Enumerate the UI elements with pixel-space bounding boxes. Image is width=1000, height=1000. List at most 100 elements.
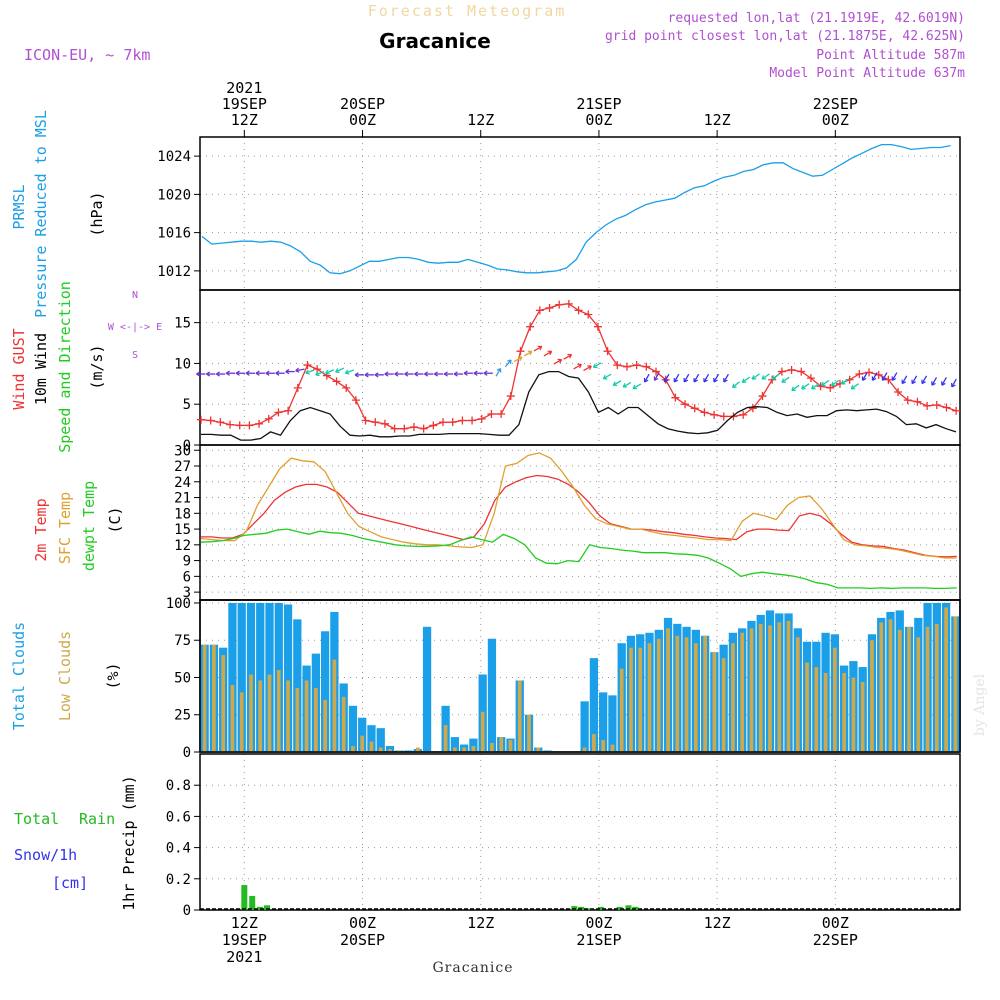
wind-barb [196, 371, 206, 377]
wind-barb [215, 371, 226, 377]
wind-barb [911, 375, 918, 385]
barb-head [483, 370, 488, 376]
low-cloud-bar [675, 635, 680, 752]
top-time-label: 00Z [822, 111, 849, 129]
top-time-label: 00Z [349, 111, 376, 129]
bottom-time-label: 00Z [349, 914, 376, 932]
wind-barb [901, 375, 908, 385]
wind-barb [235, 370, 246, 376]
total-cloud-bar [422, 626, 432, 752]
barb-head [751, 375, 757, 380]
low-cloud-bar [323, 699, 327, 752]
low-cloud-bar [814, 667, 819, 752]
gust-label: Wind GUST [10, 328, 28, 409]
barb-head [602, 374, 608, 380]
y-tick-label: 100 [166, 596, 191, 612]
barb-head [265, 370, 270, 376]
footer-location: Gracanice [432, 960, 513, 976]
wind-barb [931, 377, 938, 386]
total-clouds-label: Total Clouds [10, 622, 28, 730]
barb-head [703, 377, 708, 383]
barb-shaft [335, 367, 345, 373]
wind-barb [891, 372, 898, 381]
barb-shaft [644, 373, 650, 383]
y-tick-label: 1020 [157, 187, 191, 203]
wind-barb [295, 367, 305, 373]
low-cloud-bar [749, 628, 754, 752]
barb-head [285, 368, 290, 375]
low-cloud-bar [647, 643, 652, 752]
barb-head [871, 376, 877, 381]
barb-head [931, 381, 936, 386]
barb-shaft [653, 372, 660, 381]
gust-marker [748, 404, 757, 413]
gust-marker [593, 322, 602, 331]
top-time-label: 00Z [585, 111, 612, 129]
wind-barb [592, 362, 602, 369]
low-cloud-bar [897, 629, 902, 752]
gust-marker [777, 367, 786, 376]
top-time-label: 20SEP [340, 95, 385, 113]
barb-shaft [345, 369, 355, 374]
pressure-line [201, 143, 951, 275]
barb-head [404, 371, 409, 377]
low-cloud-bar [916, 637, 921, 752]
low-cloud-bar [582, 747, 587, 752]
wind-barb [941, 377, 947, 386]
barb-head [547, 350, 553, 356]
barb-head [830, 381, 836, 387]
gust-marker [390, 424, 399, 433]
pressure-frame [199, 136, 961, 291]
barb-shaft [315, 371, 325, 376]
gust-marker [622, 362, 631, 371]
y-tick-label: 0.6 [166, 809, 191, 825]
barb-head [881, 376, 887, 381]
total-cloud-bar [283, 604, 293, 752]
gust-marker [739, 410, 748, 419]
wind-barb [921, 375, 928, 385]
gust-marker [439, 418, 448, 427]
wind-barb [563, 353, 573, 360]
low-cloud-bar [721, 658, 726, 752]
barb-shaft [811, 383, 820, 390]
panels: 1012101610201024051015369121518212427300… [157, 136, 961, 919]
wind-barb [713, 373, 720, 383]
wind-barb [820, 379, 830, 387]
gust-marker [942, 403, 951, 412]
barb-head [741, 378, 747, 383]
gust-marker [952, 406, 961, 415]
barb-head [791, 386, 796, 392]
gust-marker [274, 408, 283, 417]
wind-barb [463, 370, 474, 376]
barb-head [433, 371, 438, 377]
wind-barb [285, 368, 295, 375]
barb-shaft [761, 373, 770, 380]
gust-marker [245, 421, 254, 430]
wind-barb [255, 370, 265, 376]
y-tick-label: 1016 [157, 226, 191, 242]
gust-marker [642, 362, 651, 371]
barb-head [364, 372, 369, 378]
barb-head [861, 376, 867, 381]
low-cloud-bar [369, 741, 374, 752]
low-cloud-bar [508, 740, 513, 752]
gust-marker [196, 415, 205, 424]
precip-frame [199, 753, 961, 911]
barb-head [275, 370, 280, 376]
prmsl-label: PRMSL [10, 184, 28, 229]
gust-marker [342, 383, 351, 392]
barb-shaft [791, 384, 800, 392]
dewpt-line [200, 528, 957, 590]
barb-shaft [821, 379, 830, 387]
wind-barb [723, 373, 729, 383]
barb-shaft [840, 378, 850, 385]
low-cloud-bar [517, 680, 522, 752]
gust-marker [206, 416, 215, 425]
barb-shaft [901, 375, 908, 384]
wind-barb [553, 358, 563, 365]
low-cloud-bar [332, 659, 337, 752]
barb-head [911, 379, 916, 385]
barb-head [577, 363, 582, 369]
low-cloud-bar [879, 622, 884, 752]
